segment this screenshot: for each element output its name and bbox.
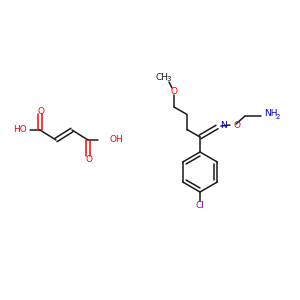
Text: O: O bbox=[233, 121, 240, 130]
Text: 3: 3 bbox=[167, 76, 171, 82]
Text: CH: CH bbox=[155, 73, 169, 82]
Text: Cl: Cl bbox=[196, 202, 204, 211]
Text: NH: NH bbox=[264, 110, 278, 118]
Text: 2: 2 bbox=[276, 114, 280, 120]
Text: O: O bbox=[85, 154, 92, 164]
Text: O: O bbox=[38, 106, 44, 116]
Text: O: O bbox=[170, 86, 178, 95]
Text: N: N bbox=[220, 122, 227, 130]
Text: HO: HO bbox=[13, 125, 27, 134]
Text: OH: OH bbox=[109, 136, 123, 145]
